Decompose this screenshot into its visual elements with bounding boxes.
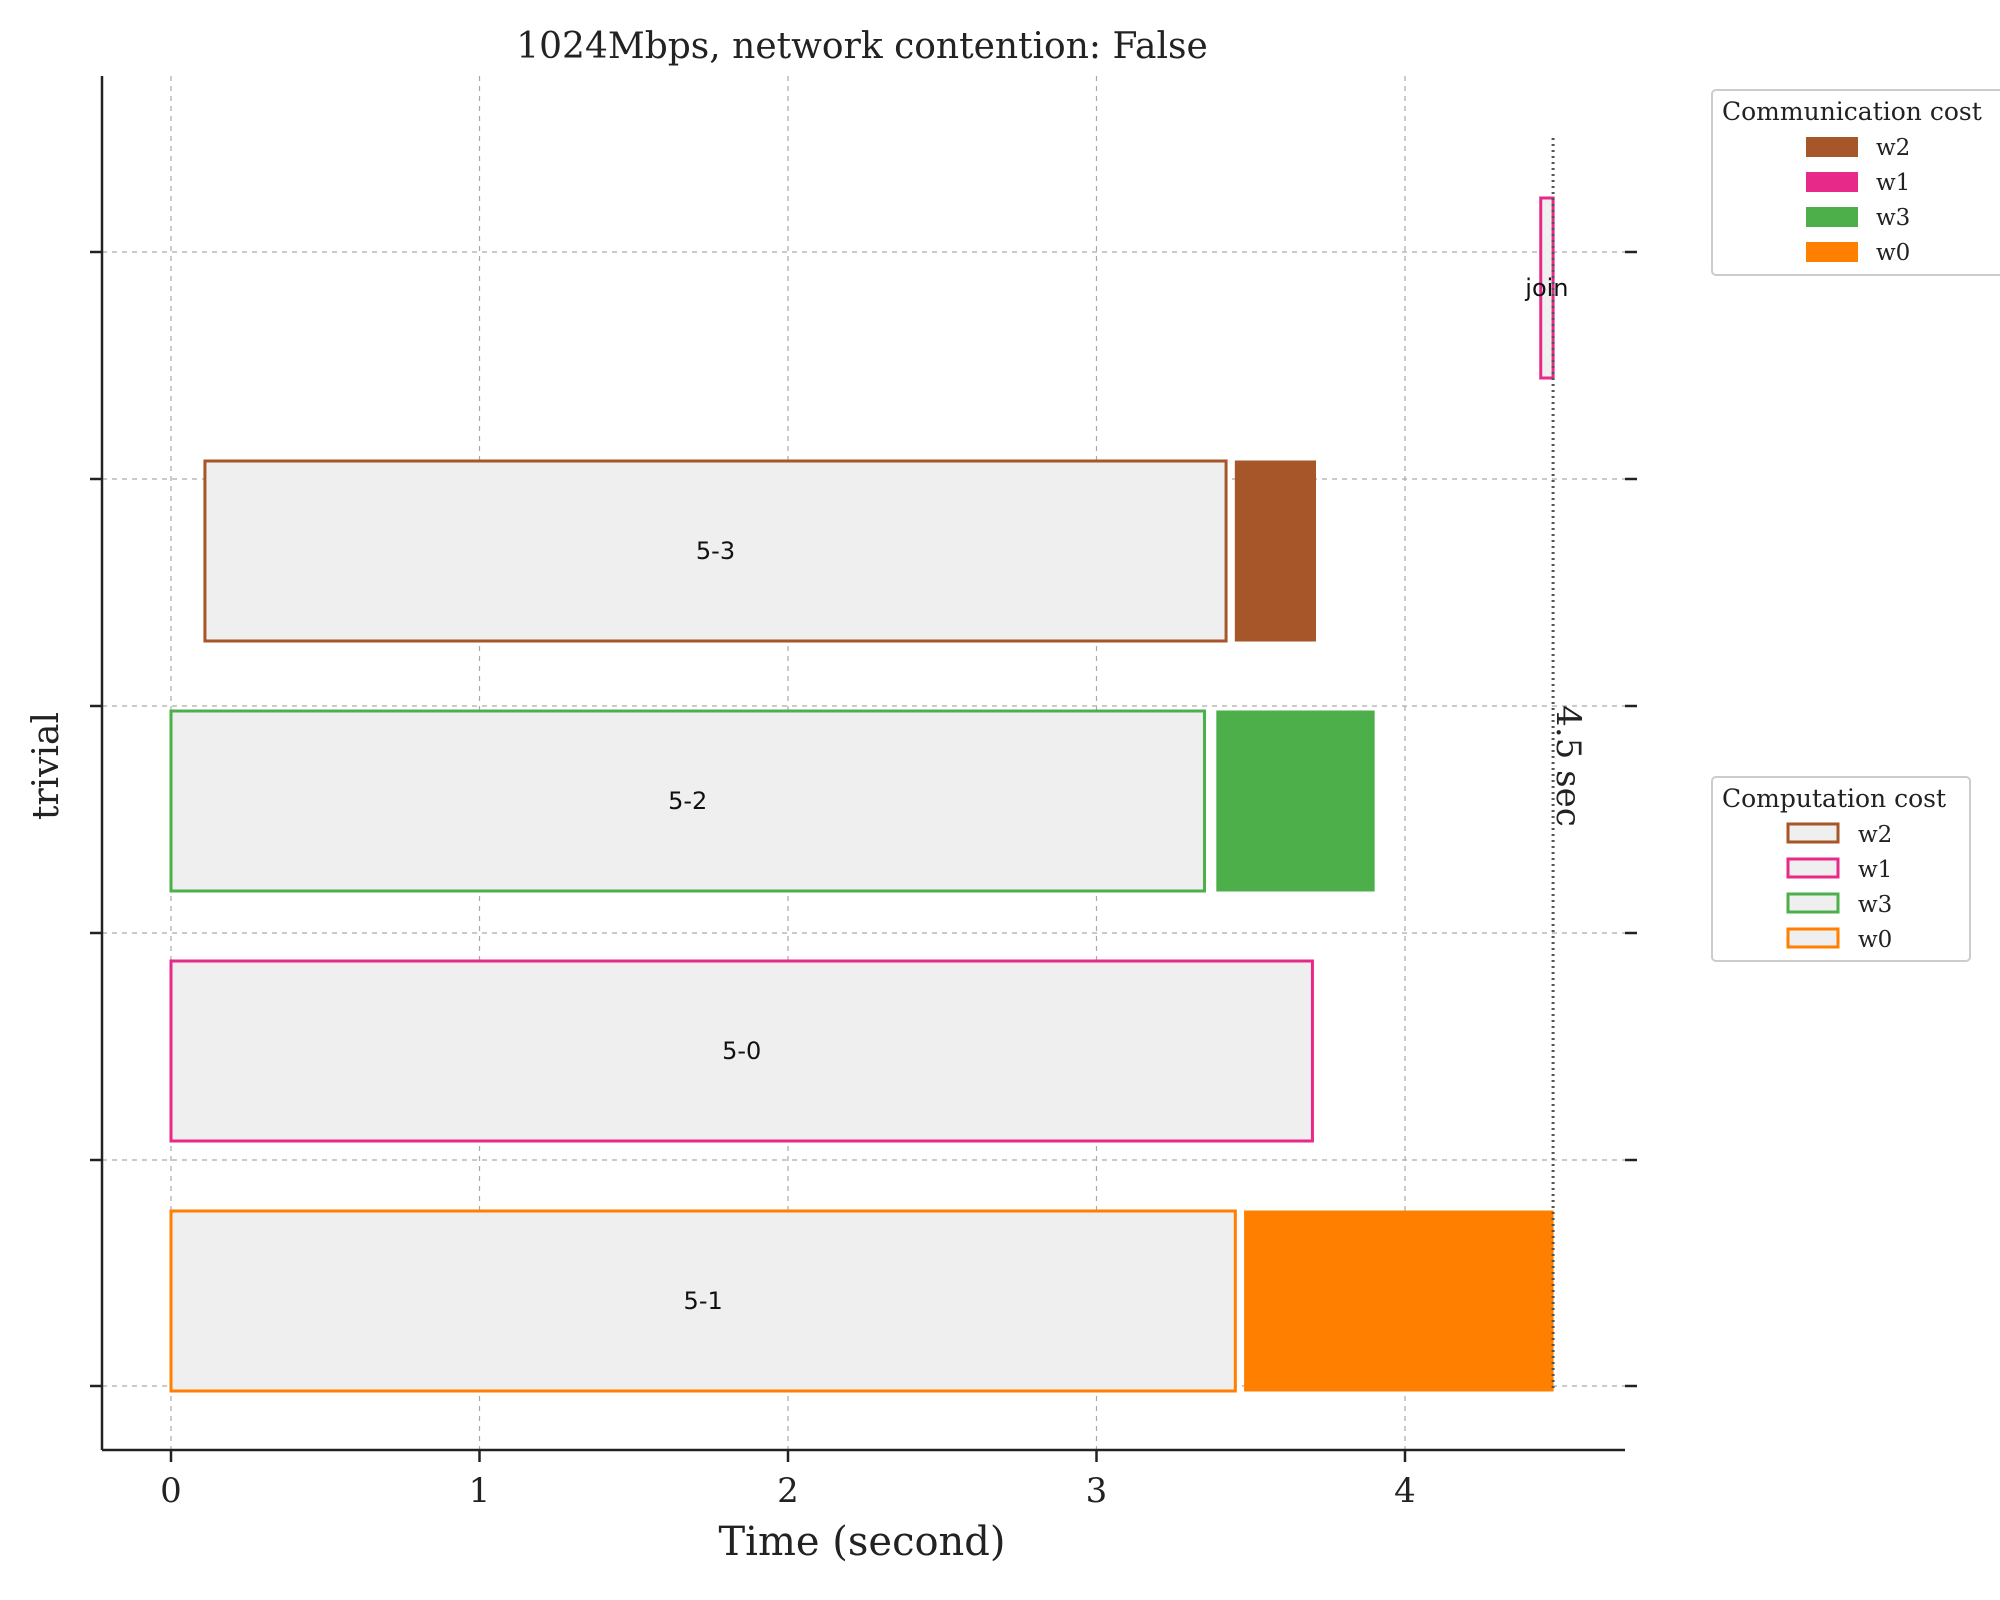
legend-entry-label: w1 (1858, 857, 1892, 883)
legend-entry-label: w2 (1858, 822, 1892, 848)
chart-title: 1024Mbps, network contention: False (516, 26, 1208, 67)
computation-bar (169, 1209, 1237, 1393)
communication-bar (1244, 1210, 1554, 1392)
legend-title: Computation cost (1722, 784, 1946, 813)
y-axis-label: trivial (26, 712, 67, 820)
legend-entry-label: w3 (1858, 892, 1892, 918)
legend-entry-label: w1 (1876, 170, 1910, 196)
bars: 5-1 5-0 5-2 5-3 join 4.5 sec (169, 138, 1588, 1393)
communication-bar (1216, 710, 1375, 892)
x-axis-label: Time (second) (718, 1519, 1005, 1565)
computation-bar (169, 709, 1206, 893)
legend-swatch (1786, 822, 1840, 844)
legend-frame (1711, 776, 1971, 962)
bar-label: join (1524, 274, 1568, 302)
legend-swatch (1786, 892, 1840, 914)
legend-entry-label: w0 (1858, 927, 1892, 953)
bar-label: 5-0 (722, 1037, 761, 1065)
legend-entry-label: w2 (1876, 135, 1910, 161)
bar-label: 5-2 (668, 787, 707, 815)
legend-entry-label: w3 (1876, 205, 1910, 231)
bar-label: 5-1 (684, 1287, 723, 1315)
legend-swatch (1786, 927, 1840, 949)
communication-bar (1234, 460, 1317, 642)
x-tick-label: 4 (1394, 1471, 1416, 1511)
x-tick-label: 0 (160, 1471, 182, 1511)
legend-swatch (1806, 137, 1858, 157)
x-tick-label: 3 (1086, 1471, 1108, 1511)
legend-swatch (1806, 172, 1858, 192)
bar-label: 5-3 (696, 537, 735, 565)
axes: 0 1 2 3 4 (90, 76, 1637, 1511)
legend-computation: Computation cost w2 w1 w3 w0 (1711, 776, 1971, 962)
legend-swatch (1806, 242, 1858, 262)
legend-title: Communication cost (1722, 97, 1982, 126)
legend-entry-label: w0 (1876, 240, 1910, 266)
computation-bar (169, 959, 1314, 1143)
computation-bar (203, 459, 1228, 643)
x-tick-label: 1 (469, 1471, 491, 1511)
x-tick-label: 2 (777, 1471, 799, 1511)
legend-swatch (1806, 207, 1858, 227)
total-time-label: 4.5 sec (1548, 705, 1588, 827)
legend-communication: Communication cost w2 w1 w3 w0 (1711, 89, 2000, 276)
legend-swatch (1786, 857, 1840, 879)
